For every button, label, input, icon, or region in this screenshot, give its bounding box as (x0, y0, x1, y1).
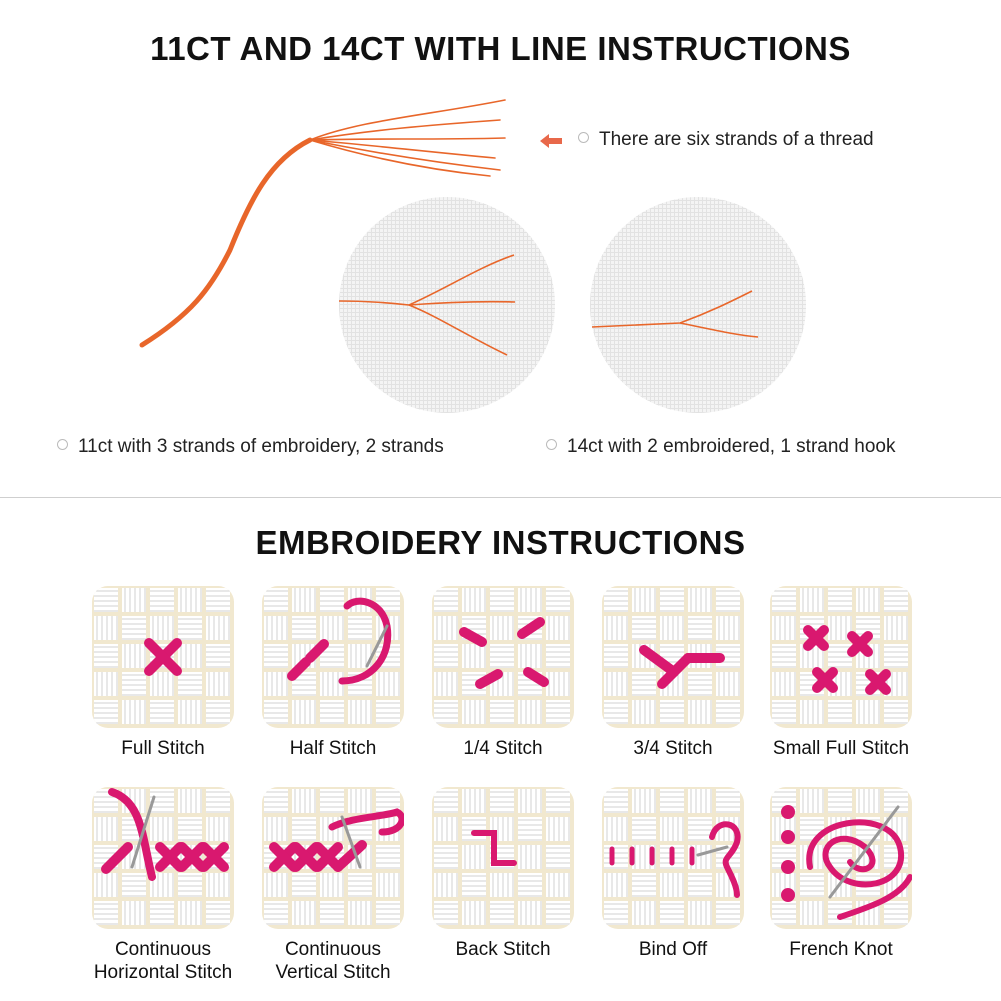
fabric-14ct-image (590, 197, 806, 413)
stitch-label: Continuous Horizontal Stitch (93, 939, 233, 983)
arrow-left-icon (540, 134, 562, 148)
back-stitch-icon (432, 787, 574, 929)
stitch-label: Half Stitch (289, 738, 377, 759)
caption-11ct-text: 11ct with 3 strands of embroidery, 2 str… (78, 436, 444, 457)
full-stitch-icon (92, 586, 234, 728)
section-divider (0, 497, 1001, 498)
bind-off-icon (602, 787, 744, 929)
stitch-label: Full Stitch (121, 738, 205, 759)
bullet-icon (578, 132, 589, 144)
bullet-icon (546, 439, 557, 451)
stitch-label: Continuous Vertical Stitch (275, 939, 391, 983)
stitch-label: 1/4 Stitch (463, 738, 543, 759)
stitch-label: Bind Off (638, 939, 708, 960)
french-knot-icon (770, 787, 912, 929)
caption-14ct-text: 14ct with 2 embroidered, 1 strand hook (567, 436, 896, 457)
fabric-11ct-image (339, 197, 555, 413)
stitch-label: Back Stitch (455, 939, 551, 960)
thread-note: There are six strands of a thread (578, 129, 874, 151)
three-quarter-stitch-icon (602, 586, 744, 728)
section-title-embroidery: EMBROIDERY INSTRUCTIONS (255, 524, 746, 561)
thread-strands-image (139, 99, 506, 348)
continuous-horizontal-stitch-icon (92, 787, 234, 929)
small-full-stitch-icon (770, 586, 912, 728)
caption-11ct: 11ct with 3 strands of embroidery, 2 str… (57, 436, 444, 458)
thread-note-text: There are six strands of a thread (599, 129, 874, 150)
half-stitch-icon (262, 586, 404, 728)
section-title-threads: 11CT AND 14CT WITH LINE INSTRUCTIONS (150, 30, 851, 67)
stitch-label: French Knot (789, 939, 893, 960)
bullet-icon (57, 439, 68, 451)
continuous-vertical-stitch-icon (262, 787, 404, 929)
caption-14ct: 14ct with 2 embroidered, 1 strand hook (546, 436, 895, 458)
quarter-stitch-icon (432, 586, 574, 728)
stitch-label: 3/4 Stitch (633, 738, 713, 759)
stitch-label: Small Full Stitch (772, 738, 910, 759)
